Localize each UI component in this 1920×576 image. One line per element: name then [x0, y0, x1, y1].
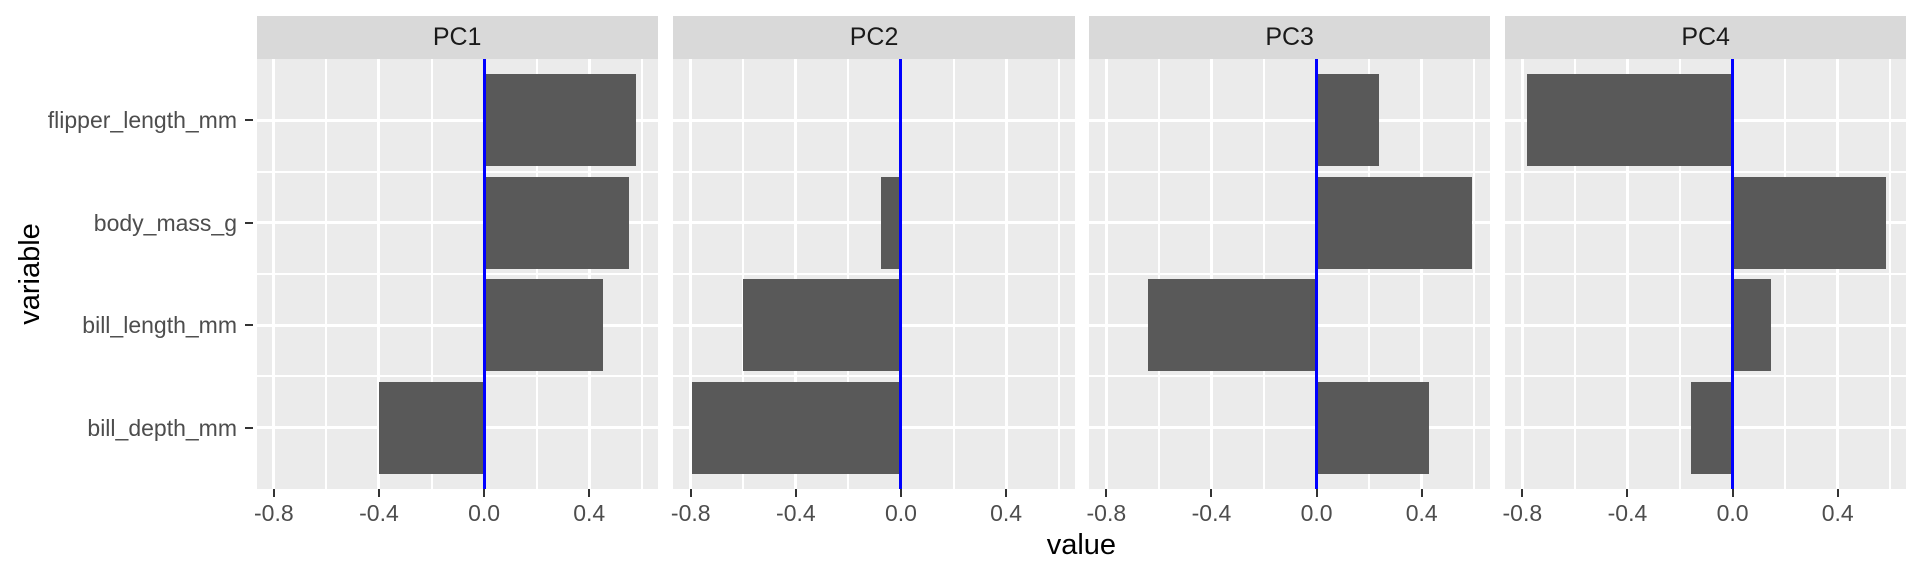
- grid-line-major: [256, 323, 658, 327]
- y-axis-title: variable: [14, 223, 46, 325]
- bar: [1732, 176, 1887, 269]
- x-tick-label: -0.8: [1086, 500, 1127, 526]
- bar: [1690, 381, 1733, 474]
- x-tick-mark: [1836, 489, 1839, 497]
- grid-line-minor: [673, 375, 1075, 378]
- grid-line-minor: [1505, 375, 1907, 378]
- grid-line-major: [256, 118, 658, 122]
- y-tick-mark: [245, 119, 253, 122]
- x-tick-label: -0.4: [1607, 500, 1648, 526]
- x-tick-label: 0.0: [1300, 500, 1333, 526]
- x-tick-mark: [794, 489, 797, 497]
- grid-line-major: [673, 118, 1075, 122]
- zero-reference-line: [899, 59, 903, 489]
- x-tick-mark: [689, 489, 692, 497]
- bar: [1732, 279, 1771, 372]
- bar: [1316, 381, 1429, 474]
- x-tick-mark: [1105, 489, 1108, 497]
- x-tick-mark: [1420, 489, 1423, 497]
- zero-reference-line: [482, 59, 486, 489]
- grid-line-minor: [1089, 273, 1491, 275]
- x-tick-mark: [1005, 489, 1008, 497]
- zero-reference-line: [1315, 59, 1319, 489]
- grid-line-minor: [256, 273, 658, 275]
- bar: [743, 279, 901, 372]
- x-tick-mark: [1521, 489, 1524, 497]
- grid-line-major: [673, 221, 1075, 225]
- x-tick-mark: [588, 489, 591, 497]
- y-axis-label: flipper_length_mm: [47, 107, 237, 134]
- facet-strip-label: PC1: [432, 23, 482, 51]
- x-tick-label: 0.4: [1405, 500, 1438, 526]
- bar: [1316, 176, 1473, 269]
- bar: [691, 381, 901, 474]
- x-tick-label: 0.4: [990, 500, 1023, 526]
- x-tick-label: -0.4: [359, 500, 399, 526]
- grid-line-major: [1089, 426, 1491, 430]
- grid-line-minor: [1089, 375, 1491, 378]
- x-tick-label: 0.4: [1821, 500, 1854, 526]
- x-tick-label: -0.4: [776, 500, 816, 526]
- bar: [484, 279, 604, 372]
- x-tick-label: 0.4: [573, 500, 606, 526]
- x-tick-label: 0.0: [468, 500, 501, 526]
- x-tick-label: 0.0: [884, 500, 917, 526]
- x-tick-mark: [1731, 489, 1734, 497]
- y-tick-mark: [245, 221, 253, 224]
- bar: [484, 74, 636, 167]
- grid-line-minor: [1505, 170, 1907, 173]
- x-tick-mark: [1210, 489, 1213, 497]
- x-tick-label: -0.8: [254, 500, 294, 526]
- grid-line-major: [1089, 221, 1491, 225]
- x-tick-label: -0.8: [670, 500, 711, 526]
- y-axis-label: bill_length_mm: [82, 312, 237, 339]
- grid-line-major: [1089, 118, 1491, 122]
- x-tick-label: -0.4: [1191, 500, 1232, 526]
- bar: [484, 176, 629, 269]
- grid-line-minor: [256, 375, 658, 378]
- x-tick-mark: [899, 489, 902, 497]
- facet-strip: PC3: [1089, 16, 1491, 59]
- facet-strip: PC2: [673, 16, 1075, 59]
- grid-line-major: [256, 221, 658, 225]
- y-axis-label: body_mass_g: [93, 209, 237, 236]
- x-axis-title: value: [1046, 529, 1117, 561]
- y-axis-label: bill_depth_mm: [87, 414, 237, 441]
- grid-line-minor: [1505, 273, 1907, 275]
- facet-strip-label: PC3: [1265, 23, 1314, 51]
- x-tick-mark: [483, 489, 486, 497]
- x-tick-mark: [1315, 489, 1318, 497]
- facet-strip: PC4: [1505, 16, 1907, 59]
- grid-line-minor: [256, 170, 658, 173]
- bar: [880, 176, 901, 269]
- zero-reference-line: [1731, 59, 1735, 489]
- grid-line-major: [1505, 221, 1907, 225]
- x-tick-mark: [272, 489, 275, 497]
- facet-strip: PC1: [256, 16, 658, 59]
- grid-line-minor: [1089, 170, 1491, 173]
- bar: [1316, 74, 1379, 167]
- grid-line-minor: [673, 170, 1075, 173]
- grid-line-major: [1505, 323, 1907, 327]
- y-tick-mark: [245, 426, 253, 429]
- facet-strip-label: PC2: [849, 23, 899, 51]
- x-tick-mark: [377, 489, 380, 497]
- grid-line-minor: [673, 273, 1075, 275]
- y-tick-mark: [245, 324, 253, 327]
- bar: [1147, 279, 1317, 372]
- bar: [379, 381, 485, 474]
- bar: [1527, 74, 1733, 167]
- x-tick-label: -0.8: [1502, 500, 1543, 526]
- x-tick-mark: [1626, 489, 1629, 497]
- facet-strip-label: PC4: [1681, 23, 1730, 51]
- x-tick-label: 0.0: [1716, 500, 1749, 526]
